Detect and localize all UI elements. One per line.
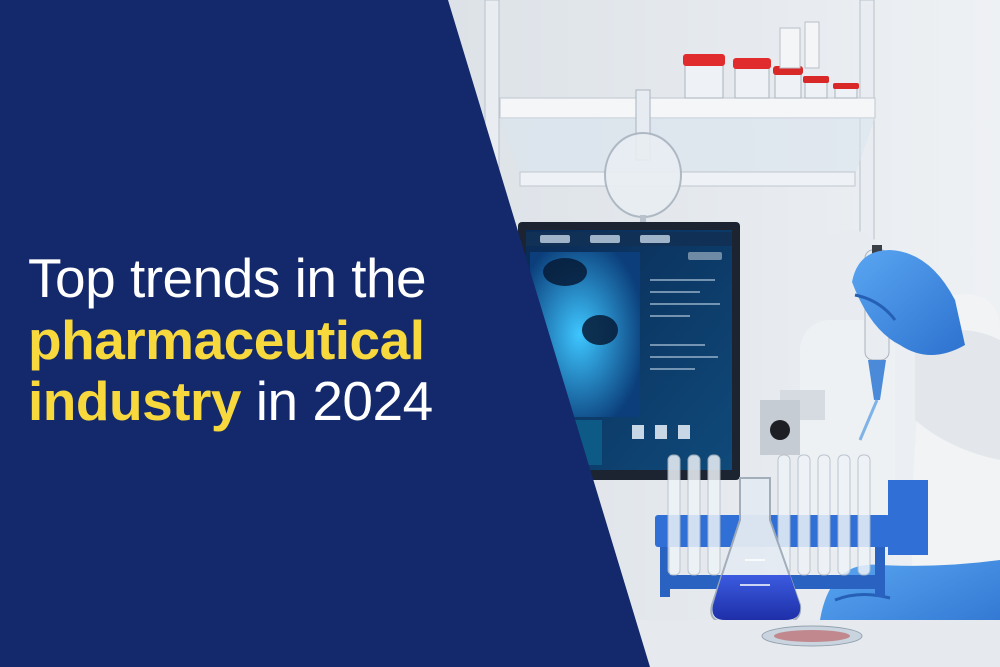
headline-highlight-industry: industry [28, 370, 241, 433]
erlenmeyer-flask [710, 477, 802, 623]
shelf [484, 0, 876, 471]
headline-line-3-rest: in 2024 [240, 370, 433, 433]
headline-line-1: Top trends in the [28, 247, 427, 309]
sample-jars [683, 21, 859, 99]
headline-line-2: pharmaceutical [28, 308, 425, 371]
headline-line-3: industry in 2024 [28, 370, 588, 433]
headline: Top trends in the pharmaceutical industr… [28, 247, 588, 433]
navy-panel [0, 0, 650, 667]
